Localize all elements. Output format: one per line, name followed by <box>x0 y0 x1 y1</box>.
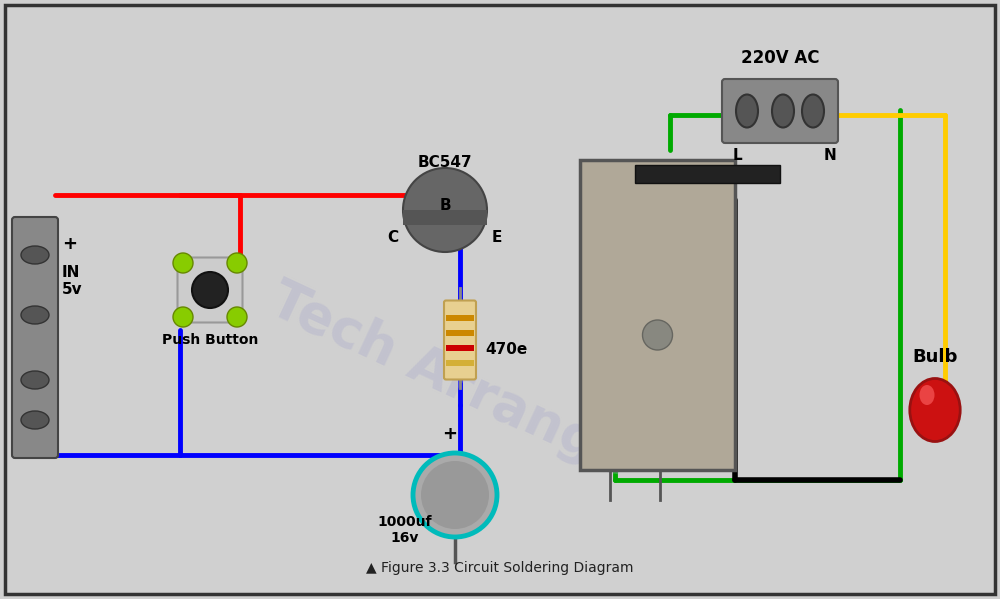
Text: Bulb: Bulb <box>912 348 958 366</box>
Ellipse shape <box>21 246 49 264</box>
Ellipse shape <box>910 379 960 441</box>
Ellipse shape <box>21 306 49 324</box>
Circle shape <box>413 453 497 537</box>
FancyBboxPatch shape <box>722 79 838 143</box>
Bar <box>446 360 474 366</box>
Circle shape <box>421 461 489 529</box>
Text: N: N <box>824 148 836 163</box>
Text: +: + <box>442 425 458 443</box>
Ellipse shape <box>920 385 934 405</box>
Text: IN
5v: IN 5v <box>62 265 83 297</box>
Ellipse shape <box>736 95 758 128</box>
Bar <box>446 330 474 336</box>
Text: 220V AC: 220V AC <box>741 49 819 67</box>
Circle shape <box>173 307 193 327</box>
Ellipse shape <box>802 95 824 128</box>
FancyBboxPatch shape <box>580 160 735 470</box>
Text: 470e: 470e <box>485 343 527 358</box>
Text: Push Button: Push Button <box>162 332 258 346</box>
Circle shape <box>227 307 247 327</box>
Bar <box>403 210 487 225</box>
Ellipse shape <box>21 411 49 429</box>
Text: ▲ Figure 3.3 Circuit Soldering Diagram: ▲ Figure 3.3 Circuit Soldering Diagram <box>366 561 634 575</box>
Text: E: E <box>492 230 502 245</box>
Circle shape <box>403 168 487 252</box>
Text: +: + <box>62 235 77 253</box>
Text: C: C <box>387 230 399 245</box>
Bar <box>446 315 474 321</box>
Bar <box>635 165 780 183</box>
Circle shape <box>192 272 228 308</box>
Circle shape <box>227 253 247 273</box>
FancyBboxPatch shape <box>12 217 58 458</box>
Text: L: L <box>732 148 742 163</box>
Text: Tech Arrange: Tech Arrange <box>262 274 638 486</box>
Bar <box>446 345 474 351</box>
Ellipse shape <box>21 371 49 389</box>
Text: BC547: BC547 <box>418 155 472 170</box>
FancyBboxPatch shape <box>178 258 243 322</box>
Text: B: B <box>439 198 451 213</box>
FancyBboxPatch shape <box>444 301 476 380</box>
Circle shape <box>173 253 193 273</box>
Circle shape <box>642 320 672 350</box>
Text: 1000uf
16v: 1000uf 16v <box>378 515 432 545</box>
Ellipse shape <box>772 95 794 128</box>
